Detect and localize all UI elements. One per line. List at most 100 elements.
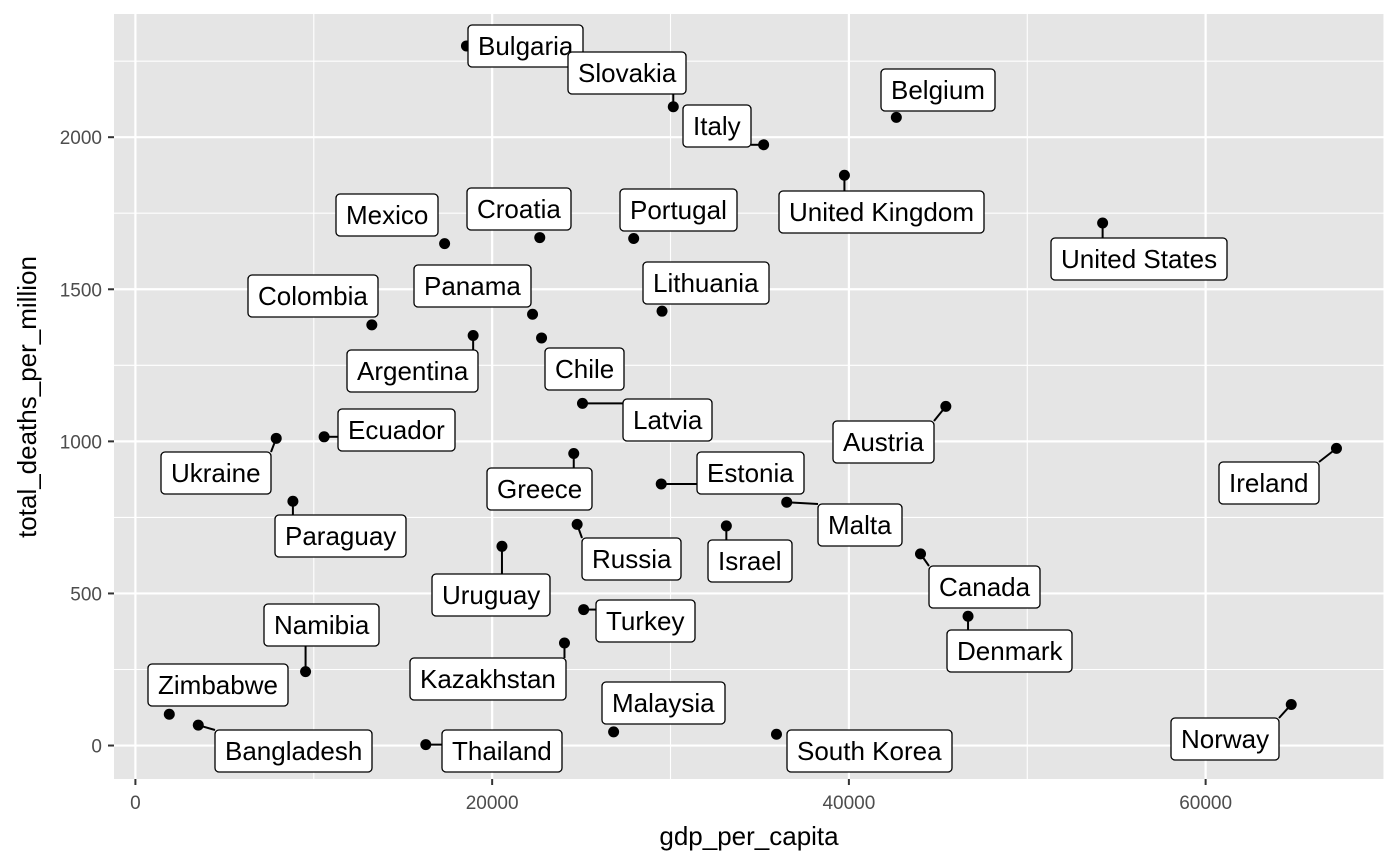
label-box (409, 657, 567, 701)
data-point (163, 708, 175, 720)
data-point (770, 728, 782, 740)
label-box (467, 24, 584, 68)
label-box (431, 573, 551, 617)
data-point (467, 330, 479, 342)
label-text: Kazakhstan (420, 664, 556, 694)
y-tick-label: 2000 (60, 128, 102, 149)
label-box (581, 537, 682, 581)
label-text: Bangladesh (225, 736, 362, 766)
data-point (890, 111, 902, 123)
label-text: Ecuador (348, 415, 445, 445)
label-text: Mexico (346, 200, 428, 230)
point-label: South Korea (786, 729, 953, 773)
point-label: Denmark (946, 629, 1073, 673)
data-point (192, 719, 204, 731)
label-text: Italy (693, 111, 741, 141)
data-point (571, 518, 583, 530)
label-text: Panama (424, 271, 521, 301)
label-box (1170, 717, 1280, 761)
y-tick-label: 500 (70, 584, 102, 605)
data-point (1330, 442, 1342, 454)
label-text: Zimbabwe (158, 670, 278, 700)
point-label: Lithuania (642, 261, 770, 305)
x-tick-label: 20000 (466, 793, 519, 814)
label-box (214, 729, 373, 773)
data-point (578, 604, 590, 616)
point-label: Thailand (441, 729, 563, 773)
label-text: Denmark (957, 636, 1063, 666)
point-label: Belgium (880, 68, 996, 112)
point-label: Colombia (247, 274, 379, 318)
label-box (1218, 461, 1320, 505)
label-box (466, 187, 572, 231)
label-text: Latvia (633, 405, 703, 435)
label-box (413, 264, 532, 308)
label-text: Thailand (452, 736, 552, 766)
point-label: Ecuador (337, 408, 456, 452)
label-text: South Korea (797, 736, 942, 766)
point-label: Malaysia (601, 681, 726, 725)
label-text: Belgium (891, 75, 985, 105)
label-box (595, 599, 696, 643)
label-box (832, 420, 935, 464)
data-point (287, 495, 299, 507)
label-box (544, 347, 625, 391)
label-text: Portugal (630, 195, 727, 225)
data-point (270, 432, 282, 444)
label-text: Uruguay (442, 580, 540, 610)
label-box (642, 261, 770, 305)
point-label: Chile (544, 347, 625, 391)
label-text: Ukraine (171, 458, 261, 488)
point-label: Estonia (696, 451, 805, 495)
label-box (247, 274, 379, 318)
data-point (366, 319, 378, 331)
label-box (696, 451, 805, 495)
label-text: Russia (592, 544, 672, 574)
y-tick-label: 1000 (60, 432, 102, 453)
point-label: Paraguay (274, 514, 407, 558)
y-axis-ticks: 0 500 1000 1500 2000 (60, 128, 114, 758)
label-box (928, 565, 1041, 609)
label-box (817, 503, 903, 547)
x-tick-label: 40000 (822, 793, 875, 814)
point-label: Bulgaria (467, 24, 584, 68)
point-label: Russia (581, 537, 682, 581)
point-label: Zimbabwe (147, 663, 289, 707)
data-point (439, 238, 451, 250)
point-label: Norway (1170, 717, 1280, 761)
data-point (962, 610, 974, 622)
y-axis-title: total_deaths_per_million (12, 256, 42, 538)
point-label: Portugal (619, 188, 738, 232)
data-point (608, 726, 620, 738)
data-point (576, 397, 588, 409)
data-point (628, 232, 640, 244)
point-label: Italy (682, 104, 752, 148)
point-label: Ukraine (160, 451, 272, 495)
label-text: Turkey (606, 606, 685, 636)
label-text: United Kingdom (789, 197, 974, 227)
label-text: Chile (555, 354, 614, 384)
label-box (263, 603, 380, 647)
point-label: Turkey (595, 599, 696, 643)
point-label: Croatia (466, 187, 572, 231)
point-label: Greece (486, 467, 593, 511)
point-label: Bangladesh (214, 729, 373, 773)
label-text: United States (1061, 244, 1217, 274)
label-box (880, 68, 996, 112)
point-label: Ireland (1218, 461, 1320, 505)
label-text: Argentina (357, 356, 469, 386)
point-label: Panama (413, 264, 532, 308)
data-point (534, 232, 546, 244)
data-point (568, 448, 580, 460)
x-axis-title: gdp_per_capita (659, 821, 839, 851)
label-text: Greece (497, 474, 582, 504)
data-point (940, 400, 952, 412)
label-box (147, 663, 289, 707)
point-label: Uruguay (431, 573, 551, 617)
point-label: Argentina (346, 349, 479, 393)
data-point (656, 305, 668, 317)
label-text: Ireland (1229, 468, 1309, 498)
label-text: Colombia (258, 281, 368, 311)
data-point (667, 101, 679, 113)
